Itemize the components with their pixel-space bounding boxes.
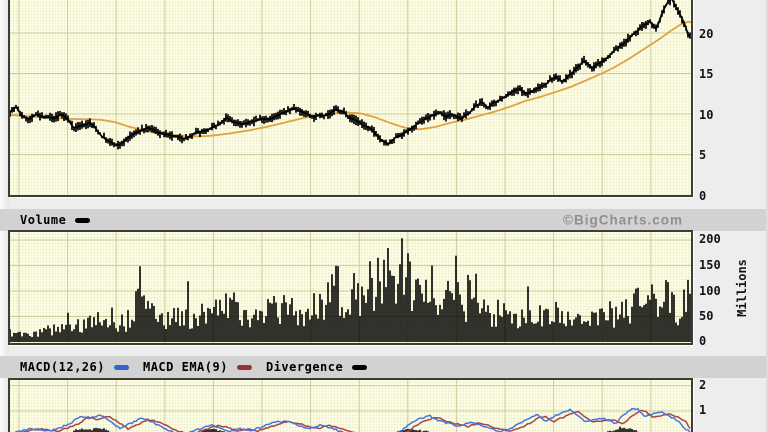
window-right-edge (766, 0, 768, 432)
macd-chart (10, 380, 691, 432)
price-y-tick: 15 (699, 67, 714, 81)
volume-chart-panel (8, 230, 693, 345)
macd-y-tick: 2 (699, 378, 707, 392)
volume-legend-band: Volume ©BigCharts.com (0, 209, 768, 231)
macd-ema-label: MACD EMA(9) (142, 360, 228, 374)
macd-chart-panel (8, 378, 693, 432)
macd-legend-item: MACD(12,26) (20, 360, 143, 374)
divergence-legend-item: Divergence (266, 360, 381, 374)
price-y-tick: 10 (699, 108, 714, 122)
divergence-swatch (352, 364, 368, 370)
volume-line-swatch (75, 217, 91, 223)
volume-unit-label: Millions (735, 259, 749, 317)
macd-ema-legend-item: MACD EMA(9) (143, 360, 266, 374)
bigcharts-watermark: ©BigCharts.com (563, 212, 683, 228)
price-y-tick: 5 (699, 148, 707, 162)
volume-y-tick: 0 (699, 334, 707, 348)
volume-chart (10, 232, 691, 343)
volume-y-tick: 100 (699, 284, 721, 298)
volume-legend-label: Volume (20, 213, 67, 227)
price-y-tick: 20 (699, 27, 714, 41)
volume-y-tick: 150 (699, 258, 721, 272)
macd-ema-line-swatch (236, 364, 252, 370)
price-y-tick: 0 (699, 189, 707, 203)
macd-y-tick: 1 (699, 403, 707, 417)
volume-y-tick: 200 (699, 232, 721, 246)
volume-y-tick: 50 (699, 309, 714, 323)
divergence-label: Divergence (265, 360, 344, 374)
macd-line-swatch (113, 364, 129, 370)
price-chart-panel (8, 0, 693, 197)
price-chart (10, 0, 691, 195)
macd-legend-band: MACD(12,26) MACD EMA(9) Divergence (0, 356, 768, 378)
macd-label: MACD(12,26) (20, 360, 105, 374)
